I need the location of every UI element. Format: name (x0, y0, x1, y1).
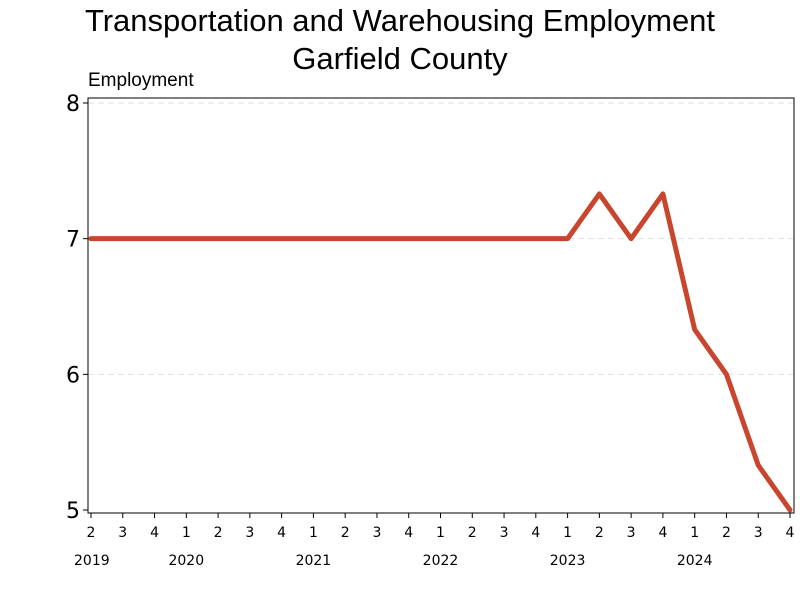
x-tick-label: 4 (786, 525, 795, 541)
y-tick-label: 6 (66, 363, 80, 388)
x-tick-label: 4 (531, 525, 540, 541)
x-axis: 2 3 4 1 2 3 4 1 2 3 4 1 2 3 4 1 2 3 4 1 2 3 4 (87, 513, 795, 541)
x-tick-label: 4 (404, 525, 413, 541)
x-year-label: 2023 (550, 553, 586, 569)
x-tick-label: 2 (87, 525, 96, 541)
y-axis-label: Employment (88, 70, 194, 91)
x-tick-label: 1 (690, 525, 699, 541)
x-year-label: 2021 (296, 553, 332, 569)
x-tick-label: 3 (627, 525, 636, 541)
chart-title-line2: Garfield County (292, 41, 508, 76)
x-tick-label: 2 (468, 525, 477, 541)
x-tick-label: 2 (341, 525, 350, 541)
x-tick-label: 2 (214, 525, 223, 541)
x-tick-label: 4 (277, 525, 286, 541)
x-tick-label: 3 (372, 525, 381, 541)
x-tick-label: 3 (118, 525, 127, 541)
x-tick-label: 1 (563, 525, 572, 541)
x-tick-label: 2 (595, 525, 604, 541)
x-tick-label: 4 (150, 525, 159, 541)
x-year-label: 2022 (423, 553, 459, 569)
y-tick-label: 7 (66, 228, 80, 253)
series-line (88, 191, 793, 513)
x-year-label: 2020 (168, 553, 204, 569)
y-axis: 5 6 7 8 (66, 92, 88, 524)
x-tick-label: 2 (722, 525, 731, 541)
chart-title-line1: Transportation and Warehousing Employmen… (85, 3, 715, 38)
x-tick-label: 1 (436, 525, 445, 541)
x-tick-label: 3 (245, 525, 254, 541)
y-tick-label: 8 (66, 92, 80, 117)
x-year-label: 2024 (677, 553, 713, 569)
x-axis-years: 2019 2020 2021 2022 2023 2024 (74, 553, 713, 569)
y-tick-label: 5 (66, 499, 80, 524)
x-tick-label: 3 (500, 525, 509, 541)
x-tick-label: 1 (309, 525, 318, 541)
x-year-label: 2019 (74, 553, 110, 569)
x-tick-label: 1 (182, 525, 191, 541)
x-tick-label: 4 (658, 525, 667, 541)
x-tick-label: 3 (754, 525, 763, 541)
